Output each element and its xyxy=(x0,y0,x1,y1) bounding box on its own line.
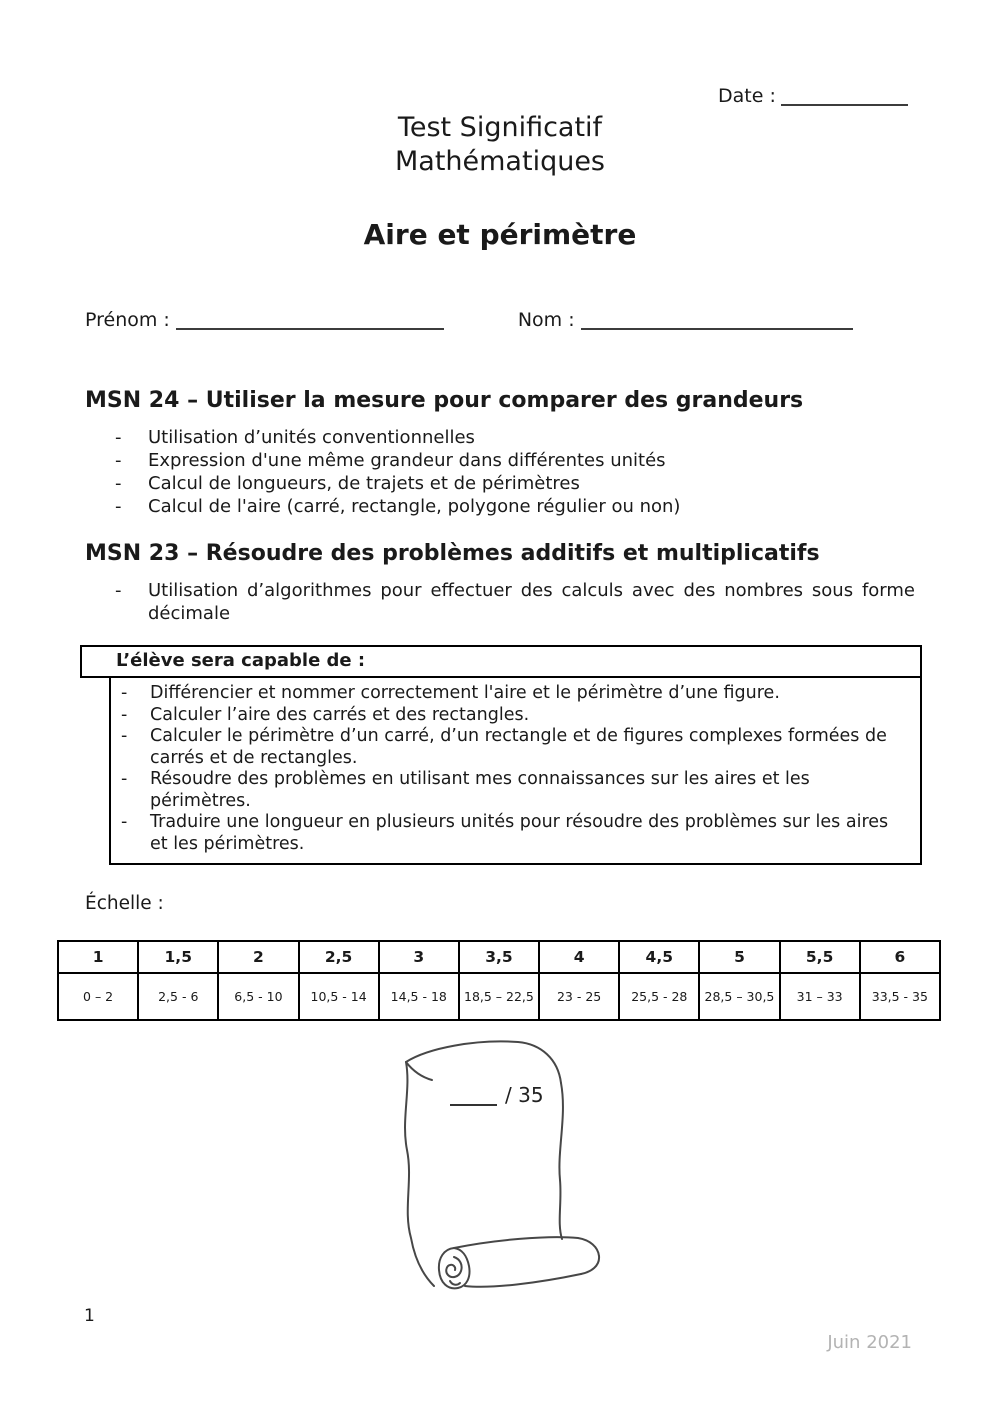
grade-cell: 5 xyxy=(698,940,781,974)
score-denominator: / 35 xyxy=(505,1083,544,1107)
range-cell: 33,5 - 35 xyxy=(858,972,942,1021)
capabilities-box-heading: L’élève sera capable de : xyxy=(80,645,922,678)
score-scroll-illustration: / 35 xyxy=(388,1036,640,1302)
bullet-dash: - xyxy=(121,726,128,746)
grade-cell: 3 xyxy=(377,940,460,974)
list-item: - Expression d'une même grandeur dans di… xyxy=(115,449,915,472)
grade-cell: 4,5 xyxy=(618,940,701,974)
date-label: Date : xyxy=(718,85,776,107)
bullet-dash: - xyxy=(115,427,122,448)
range-cell: 31 – 33 xyxy=(778,972,861,1021)
bullet-dash: - xyxy=(115,580,122,601)
bullet-dash: - xyxy=(121,812,128,832)
score-line: / 35 xyxy=(450,1082,544,1108)
list-item: - Différencier et nommer correctement l'… xyxy=(121,683,906,705)
lastname-label: Nom : xyxy=(517,309,575,331)
bullet-dash: - xyxy=(115,496,122,517)
firstname-blank-line xyxy=(175,311,444,330)
list-item: - Traduire une longueur en plusieurs uni… xyxy=(121,812,906,855)
list-item: - Calculer l’aire des carrés et des rect… xyxy=(121,705,906,727)
list-item-text: Utilisation d’algorithmes pour effectuer… xyxy=(148,580,915,624)
range-cell: 0 – 2 xyxy=(56,972,140,1021)
grade-cell: 2 xyxy=(217,940,300,974)
list-item: - Calculer le périmètre d’un carré, d’un… xyxy=(121,726,906,769)
msn24-list: - Utilisation d’unités conventionnelles … xyxy=(115,426,915,518)
list-item: - Résoudre des problèmes en utilisant me… xyxy=(121,769,906,812)
range-cell: 23 - 25 xyxy=(538,972,621,1021)
list-item: - Calcul de l'aire (carré, rectangle, po… xyxy=(115,495,915,518)
list-item: - Utilisation d’unités conventionnelles xyxy=(115,426,915,449)
range-cell: 6,5 - 10 xyxy=(217,972,300,1021)
grading-scale-table: 1 1,5 2 2,5 3 3,5 4 4,5 5 5,5 6 0 – 2 2,… xyxy=(56,940,942,1021)
scale-label: Échelle : xyxy=(85,893,164,914)
list-item-text: Calculer l’aire des carrés et des rectan… xyxy=(150,704,530,725)
list-item-text: Utilisation d’unités conventionnelles xyxy=(148,427,475,448)
document-title-line1: Test Significatif xyxy=(397,112,603,143)
list-item-text: Calcul de longueurs, de trajets et de pé… xyxy=(148,473,580,494)
list-item-text: Expression d'une même grandeur dans diff… xyxy=(148,450,666,471)
firstname-field: Prénom : xyxy=(85,308,444,332)
bullet-dash: - xyxy=(115,450,122,471)
range-cell: 10,5 - 14 xyxy=(297,972,380,1021)
range-cell: 28,5 – 30,5 xyxy=(698,972,781,1021)
score-blank-line xyxy=(450,1086,497,1106)
grade-cell: 4 xyxy=(538,940,621,974)
msn24-heading: MSN 24 – Utiliser la mesure pour compare… xyxy=(85,388,804,413)
bullet-dash: - xyxy=(121,704,128,725)
lastname-blank-line xyxy=(580,311,853,330)
range-cell: 25,5 - 28 xyxy=(618,972,701,1021)
range-row: 0 – 2 2,5 - 6 6,5 - 10 10,5 - 14 14,5 - … xyxy=(56,972,942,1021)
list-item: - Calcul de longueurs, de trajets et de … xyxy=(115,472,915,495)
page-number: 1 xyxy=(84,1306,95,1326)
grade-cell: 1,5 xyxy=(137,940,220,974)
name-row: Prénom : Nom : xyxy=(85,308,1000,332)
list-item-text: Calcul de l'aire (carré, rectangle, poly… xyxy=(148,496,681,517)
date-blank-line xyxy=(780,87,908,106)
capabilities-box: - Différencier et nommer correctement l'… xyxy=(109,676,922,865)
scroll-icon xyxy=(404,1040,601,1290)
grade-cell: 6 xyxy=(858,940,942,974)
msn23-heading: MSN 23 – Résoudre des problèmes additifs… xyxy=(85,541,820,566)
grade-cell: 5,5 xyxy=(778,940,861,974)
bullet-dash: - xyxy=(115,473,122,494)
list-item-text: Différencier et nommer correctement l'ai… xyxy=(150,683,780,703)
bullet-dash: - xyxy=(121,769,128,789)
footer-date: Juin 2021 xyxy=(827,1332,912,1353)
document-title: Test Significatif Mathématiques xyxy=(0,111,1000,179)
lastname-field: Nom : xyxy=(518,308,853,332)
list-item-text: Résoudre des problèmes en utilisant mes … xyxy=(150,769,810,811)
grade-header-row: 1 1,5 2 2,5 3 3,5 4 4,5 5 5,5 6 xyxy=(56,940,942,974)
list-item-text: Traduire une longueur en plusieurs unité… xyxy=(150,812,889,854)
date-row: Date : xyxy=(718,84,1000,108)
subject-title: Aire et périmètre xyxy=(363,218,637,251)
range-cell: 18,5 – 22,5 xyxy=(457,972,541,1021)
document-title-line2: Mathématiques xyxy=(394,146,605,177)
grade-cell: 1 xyxy=(56,940,140,974)
grade-cell: 2,5 xyxy=(297,940,380,974)
bullet-dash: - xyxy=(121,683,128,703)
range-cell: 2,5 - 6 xyxy=(137,972,220,1021)
list-item: - Utilisation d’algorithmes pour effectu… xyxy=(115,579,915,625)
firstname-label: Prénom : xyxy=(85,309,170,331)
list-item-text: Calculer le périmètre d’un carré, d’un r… xyxy=(150,726,887,768)
msn23-list: - Utilisation d’algorithmes pour effectu… xyxy=(115,579,915,625)
grade-cell: 3,5 xyxy=(457,940,541,974)
range-cell: 14,5 - 18 xyxy=(377,972,460,1021)
